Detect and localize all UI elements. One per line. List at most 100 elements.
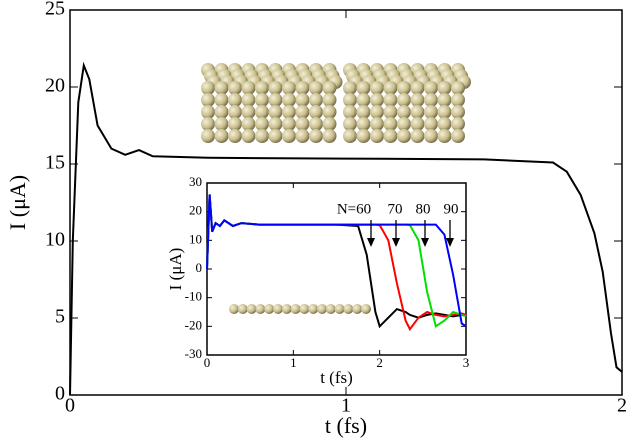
atom (451, 81, 465, 95)
atom (201, 105, 215, 119)
atom (268, 117, 283, 131)
atom (356, 105, 371, 119)
y-tick-label: -10 (185, 289, 202, 304)
atom (241, 129, 256, 143)
atom (229, 304, 239, 314)
annotation: 80 (416, 201, 431, 217)
atom (370, 81, 384, 95)
atom (268, 81, 283, 95)
atom (370, 129, 384, 143)
atom (264, 304, 275, 314)
x-tick-label: 1 (341, 395, 351, 417)
atom (410, 93, 425, 107)
atom (255, 117, 269, 131)
x-axis-label: t (fs) (320, 368, 353, 387)
arrow-head (421, 238, 429, 247)
atom (322, 117, 337, 131)
annotation: 70 (388, 201, 403, 217)
atom (383, 93, 398, 107)
atom (214, 117, 229, 131)
atom (273, 304, 283, 314)
atom (214, 129, 229, 143)
y-tick-label: -20 (185, 317, 202, 332)
atom (437, 105, 452, 119)
atom (361, 304, 371, 314)
atom (356, 129, 371, 143)
atom (201, 129, 215, 143)
atom (410, 105, 425, 119)
atom (255, 129, 269, 143)
x-tick-label: 0 (65, 395, 75, 417)
atom (295, 117, 310, 131)
atom (343, 105, 357, 119)
atom (295, 129, 310, 143)
inset-panel: 0 1 2 3 -30 -20 -10 0 10 20 30 t (fs) I (μA) N=60 70 80… (166, 174, 469, 387)
y-tick-label: 10 (189, 231, 202, 246)
arrow-head (367, 238, 375, 247)
atom (356, 117, 371, 131)
atom (246, 304, 257, 314)
y-tick-label: 0 (196, 260, 203, 275)
atom (282, 81, 296, 95)
atom (282, 117, 296, 131)
atom (241, 117, 256, 131)
atom (268, 129, 283, 143)
atom (255, 304, 266, 314)
atom (437, 129, 452, 143)
x-tick-label: 2 (617, 395, 627, 417)
atom (228, 93, 242, 107)
atom (309, 129, 323, 143)
atom (255, 81, 269, 95)
y-tick-label: 30 (189, 174, 202, 189)
y-axis-label: I (μA) (5, 175, 30, 230)
atom (237, 304, 248, 314)
atom (241, 93, 256, 107)
arrow-head (392, 238, 400, 247)
atom (309, 93, 323, 107)
annotation: 90 (444, 201, 459, 217)
atom (228, 129, 242, 143)
atom (268, 105, 283, 119)
data-line (69, 61, 623, 396)
atom (370, 105, 384, 119)
atom (325, 304, 336, 314)
y-tick-label: 20 (45, 75, 65, 97)
atom (343, 304, 354, 314)
atom (241, 81, 256, 95)
atom (255, 93, 269, 107)
atom (282, 129, 296, 143)
atom (281, 304, 292, 314)
atom (228, 117, 242, 131)
atom (352, 304, 363, 314)
atom (370, 93, 384, 107)
y-tick-label: 0 (55, 383, 65, 405)
atom (370, 117, 384, 131)
y-tick-label: 5 (55, 306, 65, 328)
atom (451, 129, 465, 143)
y-axis-label: I (μA) (166, 248, 185, 291)
atom (295, 81, 310, 95)
atom (397, 117, 411, 131)
atom (410, 81, 425, 95)
arrow-head (446, 238, 454, 247)
y-tick-label: 25 (45, 0, 65, 20)
atom (322, 81, 337, 95)
atom (397, 129, 411, 143)
atom (241, 105, 256, 119)
atom (397, 105, 411, 119)
atom (295, 105, 310, 119)
atom (201, 117, 215, 131)
atom (437, 93, 452, 107)
atom (343, 93, 357, 107)
y-tick-label: 15 (45, 152, 65, 174)
y-tick-label: 20 (189, 203, 202, 218)
x-tick-label: 1 (290, 355, 297, 370)
atom (201, 81, 215, 95)
y-tick-label: -30 (185, 346, 202, 361)
atom (437, 117, 452, 131)
atom (383, 129, 398, 143)
atom (228, 81, 242, 95)
atom (309, 117, 323, 131)
atom (299, 304, 310, 314)
